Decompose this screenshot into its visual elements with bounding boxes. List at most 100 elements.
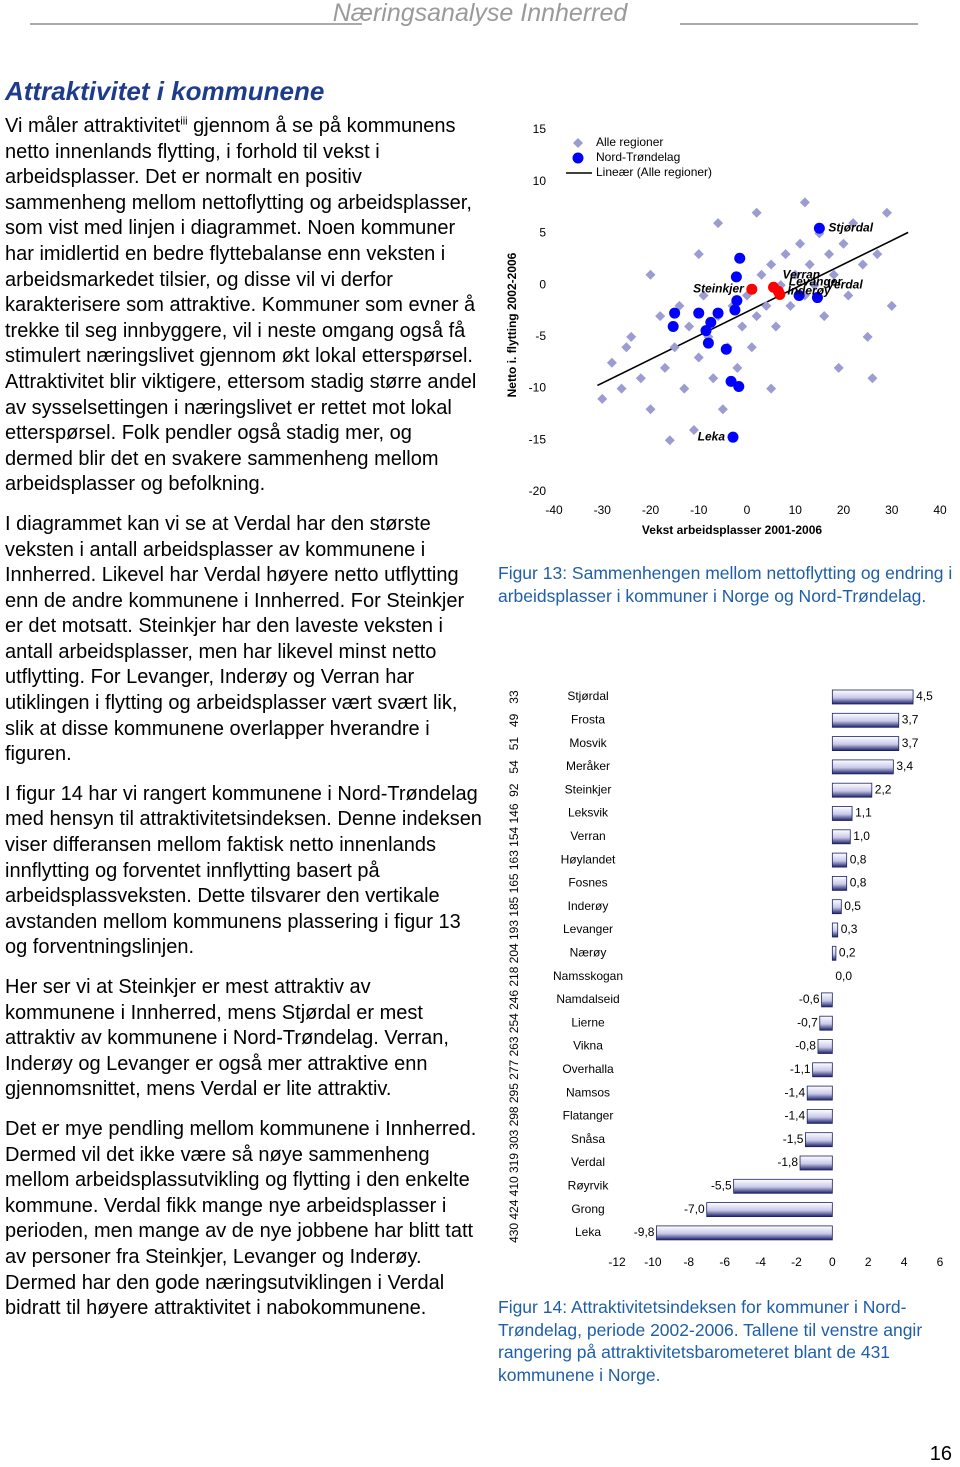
x-tick-label: -20 <box>642 503 660 517</box>
x-tick-label: -10 <box>690 503 708 517</box>
scatter-point <box>702 337 714 349</box>
figure-caption: Figur 14: Attraktivitetsindeksen for kom… <box>498 1297 923 1385</box>
scatter-point <box>725 375 737 387</box>
scatter-point <box>828 269 839 280</box>
scatter-point <box>684 321 695 332</box>
value-label: 0,2 <box>839 945 856 959</box>
value-label: 0,3 <box>841 922 858 936</box>
scatter-point <box>669 342 680 353</box>
category-label: Inderøy <box>568 899 609 913</box>
y-tick-label: 10 <box>533 174 547 188</box>
scatter-point <box>737 321 748 332</box>
bar <box>831 736 900 751</box>
category-label: Grong <box>571 1202 604 1216</box>
scatter-point <box>635 373 646 384</box>
category-label: Lierne <box>571 1015 605 1029</box>
y-tick-label: -5 <box>535 329 546 343</box>
scatter-point <box>659 362 670 373</box>
x-tick-label: 2 <box>865 1255 872 1269</box>
scatter-point <box>793 289 805 301</box>
category-label: Flatanger <box>563 1109 614 1123</box>
x-axis-label: Vekst arbeidsplasser 2001-2006 <box>642 523 822 537</box>
scatter-point <box>645 269 656 280</box>
scatter-point <box>766 383 777 394</box>
scatter-point <box>606 357 617 368</box>
scatter-point <box>746 342 757 353</box>
value-label: -7,0 <box>684 1202 705 1216</box>
legend-marker <box>573 138 583 148</box>
bar <box>831 922 839 938</box>
scatter-point <box>664 435 675 446</box>
scatter-point <box>708 373 719 384</box>
value-label: 3,4 <box>896 759 913 773</box>
rank-label: 430 <box>507 1223 521 1243</box>
bar <box>821 992 833 1008</box>
scatter-point <box>804 259 815 270</box>
legend-label: Alle regioner <box>596 135 663 149</box>
rank-label: 424 <box>507 1199 521 1219</box>
x-tick-label: -30 <box>594 503 612 517</box>
category-label: Overhalla <box>562 1062 614 1076</box>
x-tick-label: -6 <box>719 1255 730 1269</box>
scatter-point <box>667 321 679 333</box>
scatter-point <box>698 290 709 301</box>
scatter-point <box>872 249 883 260</box>
paragraph: Vi måler attraktivitetiii gjennom å se p… <box>5 114 483 498</box>
scatter-point <box>717 404 728 415</box>
point-label: Leka <box>698 429 726 443</box>
rank-label: 185 <box>507 896 521 916</box>
bar <box>831 945 837 961</box>
value-label: 1,0 <box>853 829 870 843</box>
rank-label: 92 <box>507 783 521 797</box>
value-label: 4,5 <box>916 689 933 703</box>
scatter-point <box>770 321 781 332</box>
category-label: Leka <box>575 1225 601 1239</box>
scatter-point <box>824 249 835 260</box>
x-tick-label: 20 <box>837 503 851 517</box>
rank-label: 218 <box>507 966 521 986</box>
scatter-point <box>785 300 796 311</box>
rank-label: 33 <box>507 690 521 704</box>
x-tick-label: -2 <box>791 1255 802 1269</box>
scatter-point <box>756 269 767 280</box>
scatter-point <box>731 295 743 307</box>
y-tick-label: -15 <box>529 432 547 446</box>
paragraph: Her ser vi at Steinkjer er mest attrakti… <box>5 976 449 1101</box>
footnote-ref: iii <box>180 115 188 128</box>
text: gjennom å se på kommunens netto innenlan… <box>5 115 477 496</box>
rank-label: 49 <box>507 713 521 727</box>
scatter-point <box>848 218 859 229</box>
bar <box>806 1109 833 1124</box>
x-tick-label: -12 <box>608 1255 626 1269</box>
scatter-point <box>730 271 742 283</box>
scatter-point <box>811 292 823 304</box>
scatter-point <box>669 307 681 319</box>
category-label: Snåsa <box>571 1132 605 1146</box>
value-label: 0,8 <box>850 852 867 866</box>
rank-label: 154 <box>507 826 521 846</box>
scatter-point <box>790 269 801 280</box>
scatter-point <box>819 311 830 322</box>
bar <box>817 1039 833 1054</box>
scatter-point <box>713 218 724 229</box>
point-label: Verdal <box>826 278 863 292</box>
bar <box>831 899 842 915</box>
y-tick-label: -10 <box>529 381 547 395</box>
y-tick-label: -20 <box>529 484 547 498</box>
x-tick-label: 6 <box>937 1255 944 1269</box>
point-label: Stjørdal <box>828 220 873 234</box>
rank-label: 303 <box>507 1129 521 1149</box>
category-label: Meråker <box>566 759 610 773</box>
x-tick-label: -8 <box>683 1255 694 1269</box>
bar <box>831 876 848 891</box>
rank-label: 298 <box>507 1106 521 1126</box>
bar <box>656 1225 833 1241</box>
x-tick-label: -40 <box>545 503 563 517</box>
bar <box>819 1015 833 1031</box>
rank-label: 193 <box>507 920 521 940</box>
bar <box>831 852 848 868</box>
scatter-point <box>774 288 786 300</box>
x-tick-label: 0 <box>744 503 751 517</box>
scatter-point <box>799 197 810 208</box>
